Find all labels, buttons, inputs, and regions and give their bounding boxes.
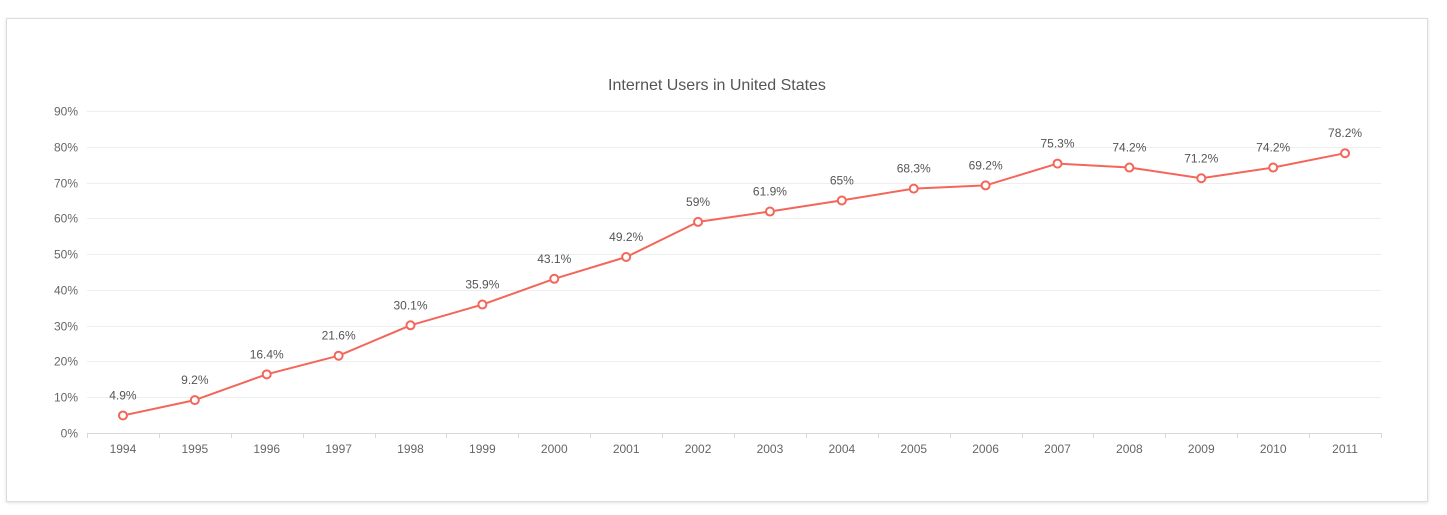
y-tick-label: 60% bbox=[54, 212, 78, 226]
data-point bbox=[980, 180, 991, 191]
data-label: 49.2% bbox=[609, 230, 643, 244]
x-tick-label: 1999 bbox=[469, 442, 496, 456]
data-point bbox=[1268, 162, 1279, 173]
data-label: 43.1% bbox=[537, 252, 571, 266]
data-point bbox=[549, 273, 560, 284]
y-tick-label: 50% bbox=[54, 248, 78, 262]
x-tick-label: 2001 bbox=[613, 442, 640, 456]
x-axis: 1994 1995 1996 1997 1998 1999 2000 2001 2002 2003… bbox=[87, 433, 1382, 456]
data-point bbox=[117, 410, 128, 421]
data-point bbox=[333, 350, 344, 361]
y-tick-label: 80% bbox=[54, 141, 78, 155]
data-label: 68.3% bbox=[897, 162, 931, 176]
x-tick-label: 1997 bbox=[325, 442, 352, 456]
data-label: 78.2% bbox=[1328, 126, 1362, 140]
data-point bbox=[405, 320, 416, 331]
data-point bbox=[1052, 158, 1063, 169]
data-label: 74.2% bbox=[1112, 141, 1146, 155]
data-label: 71.2% bbox=[1184, 151, 1218, 165]
y-tick-label: 90% bbox=[54, 105, 78, 119]
x-tick-label: 2007 bbox=[1044, 442, 1071, 456]
y-tick-label: 0% bbox=[61, 427, 79, 441]
x-tick-label: 2005 bbox=[900, 442, 927, 456]
data-point bbox=[1340, 148, 1351, 159]
x-tick-label: 2004 bbox=[828, 442, 855, 456]
data-point bbox=[477, 299, 488, 310]
data-point bbox=[693, 216, 704, 227]
y-tick-label: 20% bbox=[54, 355, 78, 369]
data-label: 75.3% bbox=[1040, 137, 1074, 151]
x-tick-label: 1996 bbox=[253, 442, 280, 456]
y-tick-label: 70% bbox=[54, 177, 78, 191]
x-tick-label: 2010 bbox=[1260, 442, 1287, 456]
x-tick-label: 1995 bbox=[181, 442, 208, 456]
data-label: 16.4% bbox=[250, 347, 284, 361]
x-tick-label: 2000 bbox=[541, 442, 568, 456]
data-label: 9.2% bbox=[181, 373, 209, 387]
x-tick-label: 2003 bbox=[757, 442, 784, 456]
x-tick-label: 2009 bbox=[1188, 442, 1215, 456]
x-tick-label: 1998 bbox=[397, 442, 424, 456]
data-label: 69.2% bbox=[969, 158, 1003, 172]
x-tick-label: 2011 bbox=[1332, 442, 1358, 456]
y-tick-label: 10% bbox=[54, 391, 78, 405]
series-group bbox=[117, 148, 1351, 421]
y-tick-label: 40% bbox=[54, 284, 78, 298]
data-point bbox=[836, 195, 847, 206]
chart-card bbox=[6, 18, 1428, 502]
data-point bbox=[621, 251, 632, 262]
data-labels: 4.9% 9.2% 16.4% 21.6% 30.1% 35.9% 43.1% 49.2% 59… bbox=[109, 126, 1362, 402]
data-point bbox=[764, 206, 775, 217]
data-label: 30.1% bbox=[393, 298, 427, 312]
data-label: 74.2% bbox=[1256, 141, 1290, 155]
x-tick-label: 2002 bbox=[685, 442, 712, 456]
data-label: 21.6% bbox=[322, 329, 356, 343]
data-point bbox=[189, 395, 200, 406]
data-point bbox=[1124, 162, 1135, 173]
x-tick-label: 2008 bbox=[1116, 442, 1143, 456]
data-label: 65% bbox=[830, 173, 854, 187]
series-line bbox=[122, 152, 1346, 417]
x-tick-label: 1994 bbox=[110, 442, 137, 456]
y-tick-label: 30% bbox=[54, 320, 78, 334]
data-label: 4.9% bbox=[109, 388, 137, 402]
data-point bbox=[261, 369, 272, 380]
data-label: 61.9% bbox=[753, 185, 787, 199]
chart-title: Internet Users in United States bbox=[608, 77, 826, 94]
data-label: 59% bbox=[686, 195, 710, 209]
y-axis: 0% 10% 20% 30% 40% 50% 60% 70% 80% 90% bbox=[54, 105, 78, 441]
data-point bbox=[908, 183, 919, 194]
data-point bbox=[1196, 173, 1207, 184]
x-tick-label: 2006 bbox=[972, 442, 999, 456]
data-label: 35.9% bbox=[465, 278, 499, 292]
